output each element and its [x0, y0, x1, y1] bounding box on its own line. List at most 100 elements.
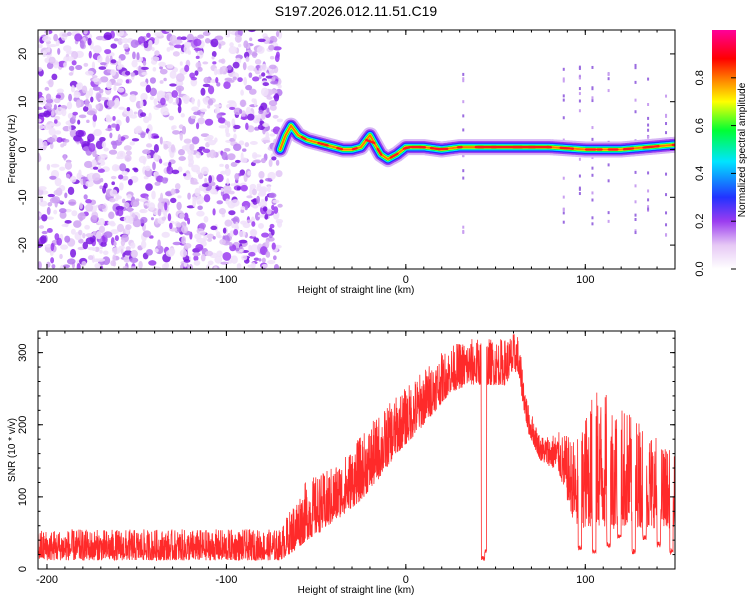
y-tick-label: -20 [17, 237, 29, 253]
noise-cell [248, 72, 253, 78]
noise-cell [163, 143, 169, 150]
noise-cell [230, 183, 237, 187]
noise-cell [48, 56, 56, 64]
noise-cell [53, 104, 58, 110]
noise-cell [165, 191, 173, 197]
noise-cell [154, 248, 159, 253]
y-tick-label: 10 [17, 96, 29, 108]
noise-cell [149, 96, 155, 101]
colorbar-tick-label: 0.6 [694, 118, 706, 133]
spectrogram-x-label: Height of straight line (km) [298, 285, 415, 296]
noise-cell [71, 210, 78, 217]
streak-cell [462, 72, 465, 76]
noise-cell [105, 128, 113, 132]
noise-cell [103, 231, 113, 238]
noise-cell [177, 195, 182, 199]
noise-cell [105, 116, 113, 123]
noise-cell [47, 202, 53, 207]
noise-cell [204, 177, 208, 184]
noise-cell [204, 37, 211, 44]
noise-cell [251, 51, 258, 59]
noise-cell [258, 109, 264, 115]
noise-cell [268, 159, 273, 167]
noise-cell [191, 106, 199, 112]
noise-cell [207, 260, 214, 266]
noise-cell [92, 77, 99, 83]
ridge-hotspot [317, 141, 329, 147]
streak-cell [634, 80, 637, 84]
noise-cell [56, 237, 63, 246]
noise-cell [273, 255, 277, 261]
noise-cell [168, 161, 172, 168]
noise-cell [161, 263, 168, 269]
noise-cell [38, 67, 43, 72]
streak-cell [562, 98, 565, 102]
noise-cell [74, 33, 83, 42]
noise-cell [98, 218, 105, 226]
noise-cell [214, 35, 224, 41]
noise-cell [268, 227, 273, 233]
noise-cell [157, 201, 164, 211]
noise-cell [56, 136, 63, 143]
noise-cell [165, 30, 175, 33]
noise-cell [64, 235, 71, 243]
noise-cell [47, 44, 51, 53]
streak-cell [462, 229, 465, 233]
noise-cell [220, 261, 229, 265]
noise-cell [178, 87, 182, 96]
noise-cell [44, 244, 53, 248]
noise-cell [196, 122, 200, 130]
noise-cell [57, 47, 61, 55]
noise-cell [138, 155, 147, 164]
noise-cell [232, 61, 240, 69]
noise-cell [100, 62, 107, 66]
noise-cell [65, 56, 75, 62]
noise-cell [193, 111, 201, 116]
noise-cell [216, 250, 223, 258]
y-tick-label: 100 [17, 488, 29, 506]
streak-cell [647, 205, 650, 209]
noise-cell [90, 96, 94, 103]
spectrogram-y-label: Frequency (Hz) [7, 115, 18, 184]
noise-cell [140, 240, 147, 249]
noise-cell [92, 75, 98, 79]
noise-cell [54, 130, 62, 135]
noise-cell [46, 62, 54, 70]
noise-cell [222, 185, 232, 193]
noise-cell [234, 34, 242, 43]
streak-cell [462, 114, 465, 118]
noise-cell [99, 249, 103, 254]
streak-cell [591, 198, 594, 202]
noise-cell [169, 70, 177, 79]
noise-cell [241, 255, 248, 261]
noise-cell [248, 88, 257, 95]
noise-cell [139, 112, 147, 117]
noise-cell [121, 38, 129, 44]
noise-cell [247, 125, 255, 133]
noise-cell [123, 202, 130, 208]
noise-cell [192, 115, 197, 120]
noise-cell [48, 127, 56, 136]
noise-cell [183, 259, 191, 263]
noise-cell [213, 190, 219, 195]
noise-cell [124, 154, 132, 162]
noise-cell [155, 175, 164, 183]
noise-cell [82, 146, 91, 152]
noise-cell [197, 205, 203, 210]
noise-cell [216, 82, 221, 87]
noise-cell [140, 66, 149, 71]
noise-cell [67, 124, 72, 132]
streak-cell [562, 207, 565, 211]
streak-cell [562, 79, 565, 83]
noise-cell [198, 222, 207, 229]
noise-cell [118, 174, 124, 180]
noise-cell [251, 221, 256, 227]
noise-cell [61, 108, 67, 117]
noise-cell [273, 206, 279, 214]
noise-cell [207, 104, 211, 109]
noise-cell [235, 247, 240, 252]
noise-cell [253, 257, 260, 261]
noise-cell [51, 264, 56, 269]
noise-cell [38, 91, 43, 97]
noise-cell [228, 46, 238, 55]
